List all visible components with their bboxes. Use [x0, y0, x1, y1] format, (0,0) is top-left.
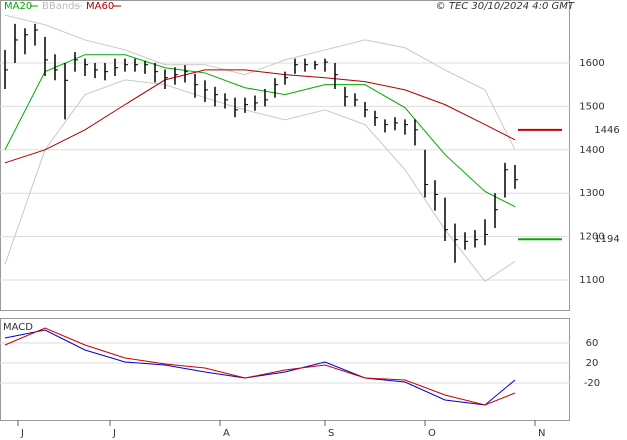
- y-tick-label: -20: [584, 378, 600, 389]
- series-line: [4, 327, 516, 406]
- x-tick-label: J: [112, 428, 116, 439]
- series-line: [4, 329, 516, 406]
- y-tick-label: 20: [586, 358, 599, 369]
- macd-frame: [0, 318, 570, 421]
- series-line: [4, 69, 516, 164]
- credit: © TEC 30/10/2024 4:0 GMT: [436, 1, 575, 12]
- x-tick-label: N: [538, 428, 545, 439]
- series-line: [4, 54, 516, 208]
- y-tick-label: 1300: [579, 188, 604, 199]
- x-tick-label: S: [328, 428, 334, 439]
- y-tick-label: 1400: [579, 145, 604, 156]
- level-label: 1194: [594, 234, 619, 245]
- series-line: [4, 14, 516, 151]
- y-tick-label: 1200: [579, 232, 604, 243]
- y-tick-label: 1100: [579, 275, 604, 286]
- y-tick-label: 60: [586, 338, 599, 349]
- x-tick-label: A: [223, 428, 230, 439]
- x-tick-label: J: [20, 428, 24, 439]
- y-tick-label: 1600: [579, 58, 604, 69]
- legend-ma60: MA60: [86, 1, 114, 12]
- series-line: [4, 79, 516, 283]
- macd-title: MACD: [3, 322, 33, 333]
- legend-ma20: MA20: [4, 1, 32, 12]
- y-tick-label: 1500: [579, 101, 604, 112]
- price-frame: [0, 0, 570, 311]
- x-tick-label: O: [428, 428, 436, 439]
- level-label: 1446: [594, 125, 619, 136]
- legend-bbands: BBands: [42, 1, 80, 12]
